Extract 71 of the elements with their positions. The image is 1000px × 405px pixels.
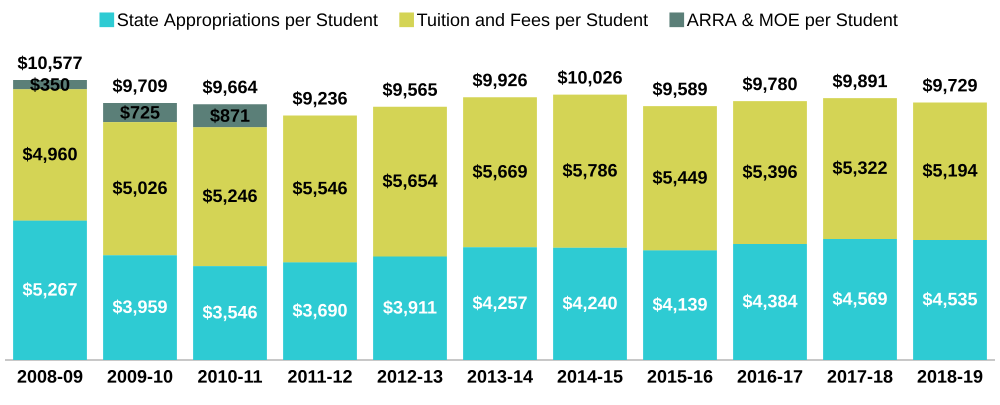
- data-label: $3,690: [292, 303, 347, 320]
- data-label: $4,139: [652, 297, 707, 314]
- data-label: $5,669: [472, 164, 527, 180]
- data-label: $350: [30, 77, 70, 92]
- total-label: $9,891: [832, 74, 888, 90]
- x-tick-label: 2018-19: [918, 370, 982, 383]
- total-label: $9,926: [472, 72, 527, 89]
- data-label: $4,569: [832, 291, 887, 308]
- bar: [643, 106, 717, 250]
- x-tick-label: 2011-12: [288, 370, 352, 383]
- total-label: $9,664: [202, 80, 258, 96]
- total-label: $9,780: [742, 76, 797, 93]
- x-tick-label: 2013-14: [468, 370, 533, 383]
- data-label: $5,786: [562, 163, 617, 180]
- data-label: $5,396: [742, 164, 797, 181]
- total-label: $9,589: [652, 82, 707, 98]
- bar: [283, 262, 357, 360]
- bar: [193, 127, 267, 266]
- data-label: $4,384: [742, 294, 798, 310]
- x-tick-label: 2009-10: [108, 370, 172, 383]
- x-tick-label: 2014-15: [558, 370, 623, 383]
- x-tick-label: 2016-17: [738, 370, 802, 383]
- total-label: $10,026: [558, 70, 622, 86]
- bar: [103, 255, 177, 360]
- x-tick-label: 2010-11: [198, 370, 262, 383]
- data-label: $4,535: [922, 292, 978, 308]
- legend-label: Tuition and Fees per Student: [417, 12, 648, 30]
- legend-label: State Appropriations per Student: [118, 12, 378, 30]
- bar: [193, 266, 267, 360]
- total-label: $9,709: [112, 78, 167, 95]
- data-label: $5,322: [832, 160, 887, 177]
- bar: [373, 106, 447, 256]
- data-label: $3,546: [202, 304, 257, 322]
- bar: [823, 239, 897, 360]
- bar: [13, 220, 87, 360]
- data-label: $5,654: [382, 174, 438, 190]
- data-label: $5,267: [22, 282, 77, 298]
- data-label: $4,240: [562, 296, 617, 312]
- bar: [643, 250, 717, 360]
- bar: [373, 256, 447, 360]
- total-label: $9,729: [922, 78, 977, 94]
- x-tick-label: 2017-18: [828, 370, 892, 383]
- data-label: $871: [210, 108, 250, 124]
- bar: [823, 98, 897, 240]
- legend-label: ARRA & MOE per Student: [686, 12, 898, 30]
- bar: [463, 97, 537, 248]
- bar: [463, 247, 537, 360]
- data-label: $5,246: [202, 188, 257, 205]
- x-tick-label: 2008-09: [18, 370, 82, 383]
- bar: [913, 240, 987, 360]
- data-label: $5,194: [922, 163, 978, 180]
- bar: [103, 122, 177, 256]
- data-label: $4,960: [22, 146, 77, 163]
- bar: [283, 116, 357, 262]
- data-label: $3,911: [383, 300, 437, 316]
- x-tick-label: 2015-16: [648, 370, 712, 383]
- data-label: $5,546: [292, 180, 347, 197]
- bar: [553, 94, 627, 248]
- bar: [913, 102, 987, 240]
- bar: [733, 101, 807, 244]
- data-label: $5,026: [112, 180, 167, 197]
- total-label: $10,577: [18, 56, 82, 72]
- bar: [733, 244, 807, 360]
- data-label: $5,449: [652, 170, 707, 186]
- x-tick-label: 2012-13: [378, 370, 442, 383]
- data-label: $4,257: [472, 296, 527, 312]
- bar: [553, 248, 627, 360]
- data-label: $725: [120, 105, 160, 120]
- total-label: $9,236: [292, 91, 347, 108]
- total-label: $9,565: [382, 82, 438, 99]
- data-label: $3,959: [112, 300, 167, 316]
